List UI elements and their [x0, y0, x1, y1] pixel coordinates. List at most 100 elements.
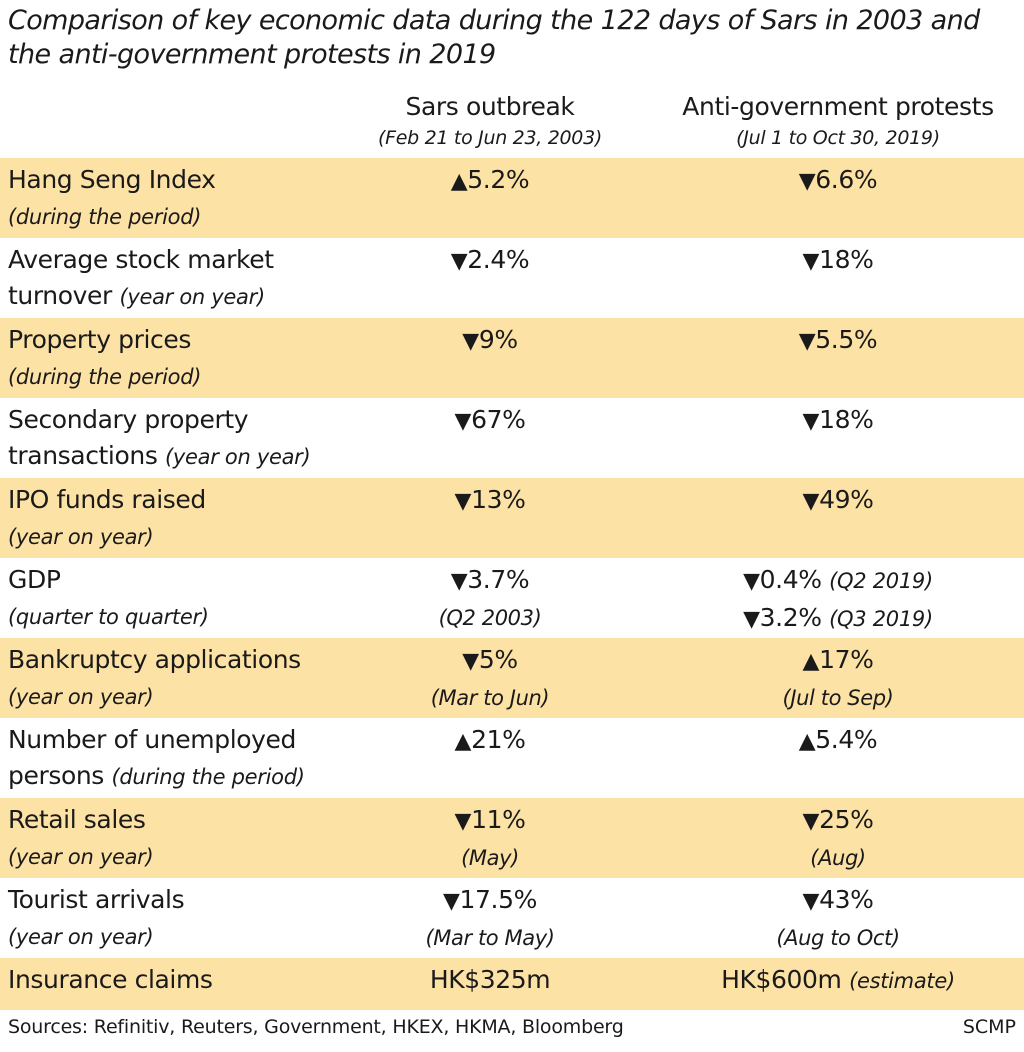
label-note: (during the period) — [8, 205, 202, 229]
label-text: Bankruptcy applications — [8, 645, 301, 674]
value-sub: (Q2 2003) — [438, 606, 542, 630]
triangle-down-icon: ▼ — [802, 409, 820, 434]
value-sub: (Mar to Jun) — [430, 686, 550, 710]
triangle-down-icon: ▼ — [802, 889, 820, 914]
value-line: ▼2.4% — [340, 242, 640, 280]
value-line: ▼13% — [340, 482, 640, 520]
value-line: ▼5.5% — [650, 322, 1024, 360]
label-text: Average stock market — [8, 245, 274, 274]
value-text: 3.2% — [759, 603, 822, 632]
column-header-sars: Sars outbreak (Feb 21 to Jun 23, 2003) — [340, 90, 640, 152]
label-note: (during the period) — [111, 765, 305, 789]
row-label: Tourist arrivals (year on year) — [8, 882, 185, 955]
triangle-down-icon: ▼ — [454, 489, 472, 514]
triangle-down-icon: ▼ — [798, 329, 816, 354]
triangle-down-icon: ▼ — [454, 409, 472, 434]
value-line: ▲21% — [340, 722, 640, 760]
value-cell-sars: ▲5.2% — [340, 162, 640, 200]
column-headers: Sars outbreak (Feb 21 to Jun 23, 2003) A… — [0, 90, 1024, 158]
triangle-down-icon: ▼ — [802, 809, 820, 834]
table-row: Retail sales (year on year) ▼11% (May) ▼25%(… — [0, 798, 1024, 878]
table-body: Hang Seng Index (during the period) ▲5.2% ▼… — [0, 158, 1024, 1010]
value-text: 49% — [819, 485, 874, 514]
row-label: Secondary property transactions (year on … — [8, 402, 311, 475]
row-label: Retail sales (year on year) — [8, 802, 154, 875]
value-cell-sars: ▼5% (Mar to Jun) — [340, 642, 640, 716]
triangle-down-icon: ▼ — [462, 649, 479, 674]
label-text: Hang Seng Index — [8, 165, 216, 194]
label-text: Secondary property — [8, 405, 249, 434]
table-row: Insurance claims HK$325m HK$600m (estimate… — [0, 958, 1024, 1010]
value-line: ▼0.4% (Q2 2019) — [650, 562, 1024, 600]
value-cell-sars: ▼13% — [340, 482, 640, 520]
table-row: Bankruptcy applications (year on year) ▼5%… — [0, 638, 1024, 718]
value-text: 25% — [819, 805, 874, 834]
value-line: ▼5% — [340, 642, 640, 680]
value-line: ▲5.2% — [340, 162, 640, 200]
value-text: 11% — [471, 805, 526, 834]
table-row: IPO funds raised (year on year) ▼13% ▼49% — [0, 478, 1024, 558]
value-text: 0.4% — [759, 565, 822, 594]
value-line: ▼67% — [340, 402, 640, 440]
value-line: ▲5.4% — [650, 722, 1024, 760]
row-label: IPO funds raised (year on year) — [8, 482, 206, 555]
value-text: 5% — [478, 645, 518, 674]
value-cell-protests: ▼0.4% (Q2 2019) ▼3.2% (Q3 2019) — [650, 562, 1024, 638]
label-note: (quarter to quarter) — [8, 605, 209, 629]
value-cell-protests: ▼18% — [650, 402, 1024, 440]
triangle-down-icon: ▼ — [450, 569, 468, 594]
label-note: (year on year) — [165, 445, 311, 469]
triangle-up-icon: ▲ — [450, 169, 468, 194]
label-note: (year on year) — [8, 845, 154, 869]
row-label: Bankruptcy applications (year on year) — [8, 642, 301, 715]
value-text: 2.4% — [467, 245, 530, 274]
column-period: (Jul 1 to Oct 30, 2019) — [736, 127, 940, 149]
table-row: Average stock market turnover (year on ye… — [0, 238, 1024, 318]
value-note: (estimate) — [849, 969, 955, 993]
triangle-down-icon: ▼ — [798, 169, 816, 194]
label-text: GDP — [8, 565, 61, 594]
value-sub: (Aug) — [810, 846, 866, 870]
value-text: 21% — [471, 725, 526, 754]
value-sub: (Jul to Sep) — [782, 686, 894, 710]
value-note: (Q2 2019) — [829, 569, 933, 593]
label-text: Insurance claims — [8, 965, 213, 994]
triangle-down-icon: ▼ — [454, 809, 472, 834]
value-cell-sars: ▼67% — [340, 402, 640, 440]
value-line: ▼17.5% — [340, 882, 640, 920]
column-label: Anti-government protests — [682, 92, 994, 121]
value-line: ▲17% — [650, 642, 1024, 680]
value-cell-protests: HK$600m (estimate) — [650, 962, 1024, 999]
triangle-down-icon: ▼ — [743, 607, 760, 632]
label-text: turnover — [8, 281, 120, 310]
column-header-protests: Anti-government protests (Jul 1 to Oct 3… — [650, 90, 1024, 152]
row-label: Hang Seng Index (during the period) — [8, 162, 216, 235]
label-text: transactions — [8, 441, 165, 470]
value-text: 43% — [819, 885, 874, 914]
value-text: 5.5% — [815, 325, 878, 354]
triangle-down-icon: ▼ — [462, 329, 479, 354]
value-text: 6.6% — [815, 165, 878, 194]
label-note: (year on year) — [8, 685, 154, 709]
value-cell-sars: ▼2.4% — [340, 242, 640, 280]
triangle-down-icon: ▼ — [450, 249, 468, 274]
table-row: Tourist arrivals (year on year) ▼17.5% (Mar… — [0, 878, 1024, 958]
column-period: (Feb 21 to Jun 23, 2003) — [377, 127, 602, 149]
label-note: (year on year) — [8, 525, 154, 549]
value-line: ▼49% — [650, 482, 1024, 520]
label-text: Retail sales — [8, 805, 146, 834]
value-text: 17% — [819, 645, 874, 674]
label-text: Number of unemployed — [8, 725, 296, 754]
value-line: ▼3.7% — [340, 562, 640, 600]
value-cell-protests: ▲5.4% — [650, 722, 1024, 760]
value-cell-sars: ▲21% — [340, 722, 640, 760]
table-row: Secondary property transactions (year on … — [0, 398, 1024, 478]
value-line: ▼9% — [340, 322, 640, 360]
chart-title: Comparison of key economic data during t… — [8, 5, 980, 70]
value-line: ▼25% — [650, 802, 1024, 840]
table-row: Property prices (during the period) ▼9% ▼5.… — [0, 318, 1024, 398]
value-note: (Q3 2019) — [829, 607, 933, 631]
value-cell-protests: ▼43% (Aug to Oct) — [650, 882, 1024, 956]
value-sub: (Aug to Oct) — [776, 926, 900, 950]
value-text: 5.4% — [815, 725, 878, 754]
